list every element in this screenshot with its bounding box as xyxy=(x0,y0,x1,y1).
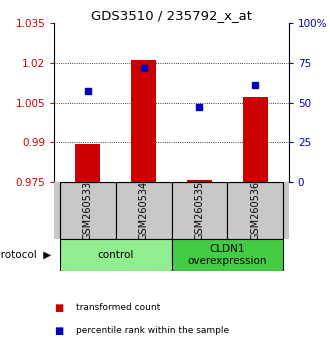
Text: ■: ■ xyxy=(54,326,64,336)
Bar xyxy=(131,60,156,182)
Bar xyxy=(187,181,212,182)
Text: transformed count: transformed count xyxy=(76,303,160,313)
Text: GSM260534: GSM260534 xyxy=(139,181,149,240)
Text: ■: ■ xyxy=(54,303,64,313)
Bar xyxy=(172,239,283,271)
Title: GDS3510 / 235792_x_at: GDS3510 / 235792_x_at xyxy=(91,9,252,22)
Text: protocol  ▶: protocol ▶ xyxy=(0,250,51,260)
Text: control: control xyxy=(98,250,134,260)
Text: percentile rank within the sample: percentile rank within the sample xyxy=(76,326,229,336)
Bar xyxy=(227,182,283,239)
Text: GSM260536: GSM260536 xyxy=(250,181,260,240)
Bar xyxy=(60,182,116,239)
Bar xyxy=(116,182,172,239)
Bar xyxy=(172,182,227,239)
Text: GSM260533: GSM260533 xyxy=(83,181,93,240)
Bar xyxy=(75,144,100,182)
Bar xyxy=(60,239,172,271)
Bar xyxy=(243,97,268,182)
Text: CLDN1
overexpression: CLDN1 overexpression xyxy=(188,244,267,266)
Text: GSM260535: GSM260535 xyxy=(194,181,205,240)
